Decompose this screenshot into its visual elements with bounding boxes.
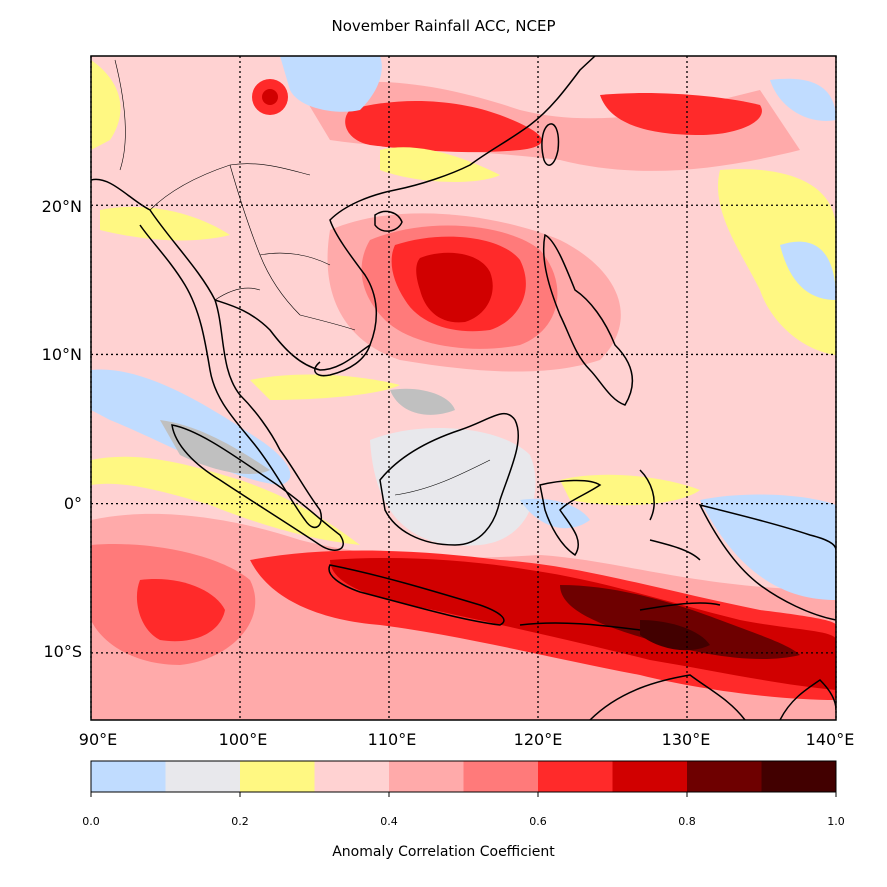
- lon-label-140e: 140°E: [805, 730, 855, 749]
- field-blue-east: [780, 241, 836, 300]
- colorbar-tick-5: 1.0: [827, 815, 845, 828]
- colorbar-swatch: [314, 761, 390, 792]
- lon-label-110e: 110°E: [367, 730, 417, 749]
- lat-label-10n: 10°N: [41, 345, 82, 364]
- map-frame: [90, 55, 837, 721]
- colorbar-tick-1: 0.2: [231, 815, 249, 828]
- country-borders: [114, 59, 491, 496]
- lat-label-10s: 10°S: [43, 642, 82, 661]
- field-deepest-banda: [640, 620, 710, 651]
- field-yellow-west-equator: [91, 456, 360, 545]
- colorbar-swatch: [240, 761, 315, 792]
- field-red-north-east: [600, 93, 762, 135]
- coastlines: [91, 56, 836, 720]
- colorbar-swatch: [538, 761, 613, 792]
- colorbar-swatch: [389, 761, 464, 792]
- colorbar-swatch: [612, 761, 688, 792]
- lat-label-0: 0°: [63, 494, 82, 513]
- colorbar-swatch: [463, 761, 539, 792]
- field-yellow-nw-band: [100, 206, 230, 241]
- lon-label-130e: 130°E: [661, 730, 711, 749]
- lon-label-120e: 120°E: [513, 730, 563, 749]
- colorbar-tick-2: 0.4: [380, 815, 398, 828]
- chart-title: November Rainfall ACC, NCEP: [331, 17, 556, 35]
- field-blue-newguinea: [700, 494, 836, 600]
- lon-label-90e: 90°E: [78, 730, 118, 749]
- field-yellow-north: [91, 60, 121, 150]
- field-lightgrey-borneo-halo: [370, 428, 536, 546]
- field-grey-sulawesi-n: [390, 388, 455, 415]
- lon-label-100e: 100°E: [218, 730, 268, 749]
- field-maroon-banda: [560, 585, 800, 660]
- colorbar-label: Anomaly Correlation Coefficient: [332, 844, 555, 860]
- field-yellow-east: [718, 169, 836, 355]
- lat-label-20n: 20°N: [41, 197, 82, 216]
- colorbar: [91, 761, 837, 792]
- field-red-myanmar-core: [262, 89, 278, 105]
- field-yellow-borneo-coast: [250, 374, 400, 400]
- field-blue-east-north: [770, 78, 836, 121]
- colorbar-swatch: [761, 761, 837, 792]
- colorbar-swatch: [91, 761, 166, 792]
- colorbar-swatch: [165, 761, 241, 792]
- colorbar-swatch: [687, 761, 762, 792]
- field-dark-red-scs: [416, 252, 493, 323]
- colorbar-tick-3: 0.6: [529, 815, 547, 828]
- colorbar-tick-marks: [90, 792, 837, 797]
- colorbar-tick-0: 0.0: [82, 815, 100, 828]
- field-blue-north: [280, 56, 382, 112]
- colorbar-frame: [90, 760, 837, 793]
- field-red-north-band: [345, 100, 542, 153]
- field-brightred-west-io: [136, 579, 225, 642]
- field-yellow-ne-1: [380, 147, 500, 182]
- colorbar-tick-4: 0.8: [678, 815, 696, 828]
